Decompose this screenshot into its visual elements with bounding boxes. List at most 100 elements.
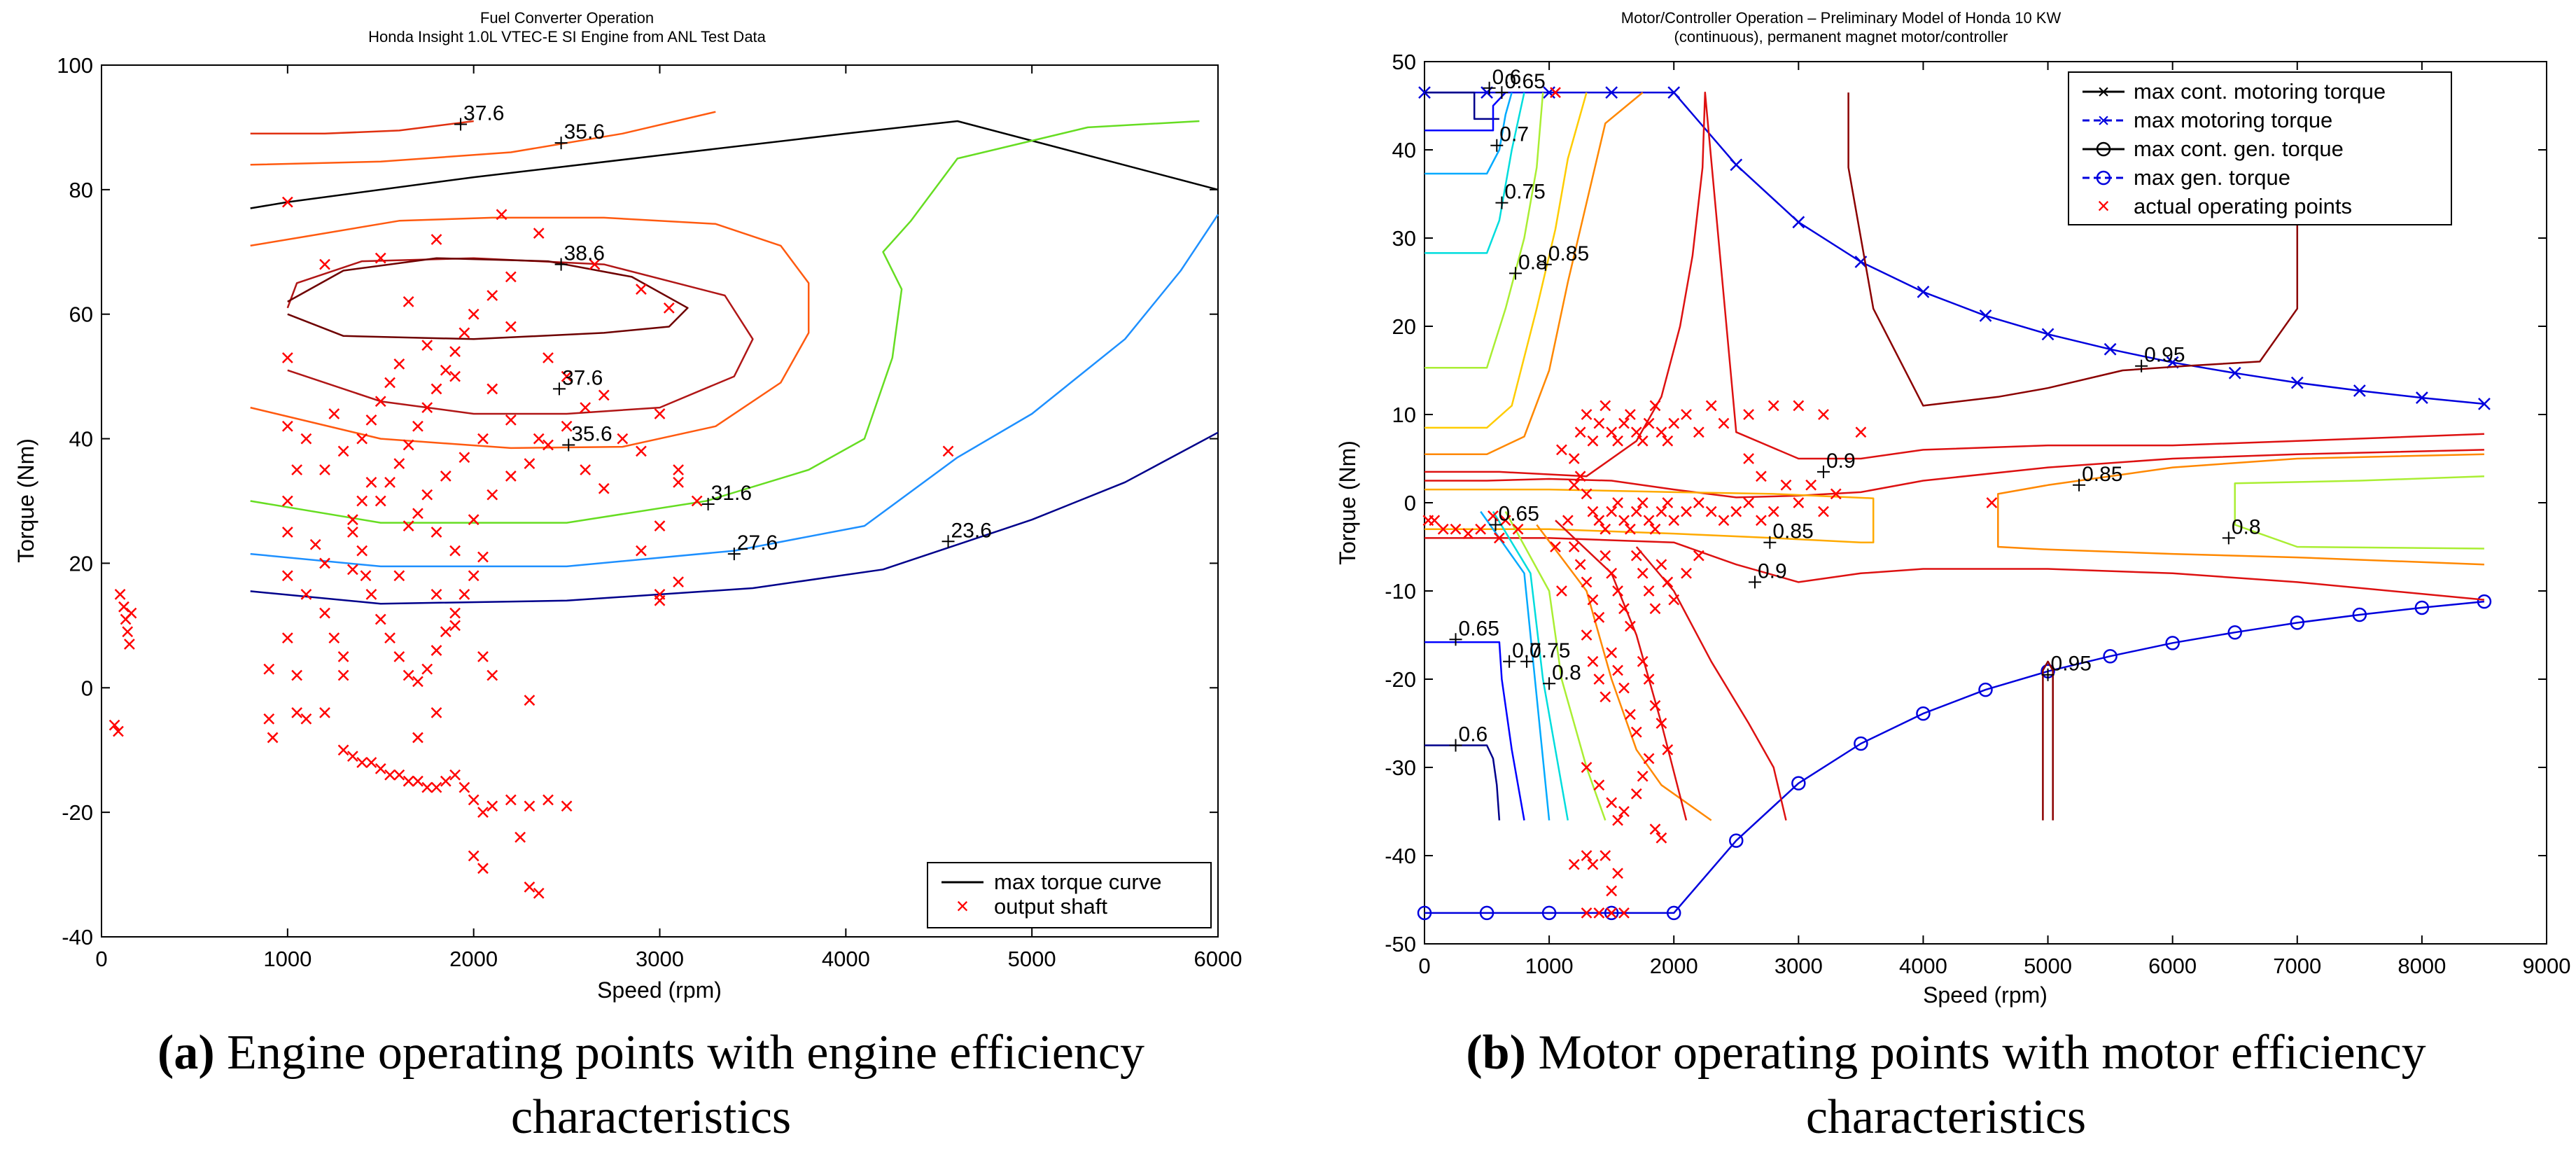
chartB-xtick-label: 7000: [2273, 954, 2321, 978]
chartA-scatter-point: [263, 663, 275, 675]
chartB-ytick-label: -40: [1385, 844, 1416, 868]
chartB-scatter-point: [1643, 417, 1655, 429]
chartA-scatter-point: [281, 420, 293, 432]
chartB-contour-label-mark: [2073, 478, 2086, 492]
chartB-series-line: [1504, 510, 1606, 821]
chartB-series-line: [1424, 91, 1499, 120]
chartA-contour-label: 38.6: [564, 242, 605, 265]
chartA-scatter-point: [486, 489, 498, 501]
chartB-scatter-point: [1693, 426, 1704, 438]
chartB-scatter-point: [1630, 726, 1642, 738]
chartB-series-marker: [2352, 607, 2367, 622]
chartA-contour-label-mark: [941, 535, 955, 548]
chartA-scatter-point: [125, 607, 137, 619]
chartA-scatter-point: [430, 383, 442, 395]
chartA-scatter-point: [542, 794, 554, 806]
chartA-contour-label-mark: [727, 548, 741, 561]
chartB-scatter-point: [1606, 885, 1618, 897]
chartB-scatter-point: [1568, 541, 1580, 552]
chartB-series-marker: [1730, 158, 1743, 172]
chartB-series-marker: [2290, 376, 2304, 389]
chartA-contour-label-mark: [701, 497, 715, 510]
chartB-series-marker: [2104, 342, 2117, 356]
chart-b-legend: × max cont. motoring torque × max motori…: [2068, 71, 2452, 225]
chartA-scatter-point: [673, 576, 684, 587]
chartA-scatter-point: [542, 439, 554, 451]
chartA-scatter-point: [468, 308, 479, 320]
chartA-ytick-label: 80: [69, 178, 93, 202]
chartA-scatter-point: [319, 607, 330, 619]
chartA-scatter-point: [346, 751, 358, 762]
chartB-series-marker: [2478, 397, 2491, 410]
chartB-scatter-point: [1600, 550, 1611, 562]
chartB-series-marker: [1604, 905, 1619, 921]
chartA-scatter-point: [458, 589, 470, 600]
chartA-scatter-point: [319, 557, 330, 569]
chartA-scatter-point: [486, 800, 498, 812]
chartB-scatter-point: [1581, 409, 1592, 420]
chartB-contour-label-mark: [1449, 739, 1462, 752]
chartA-scatter-point: [505, 271, 517, 283]
chartA-scatter-point: [654, 520, 666, 531]
chartB-scatter-point: [1606, 907, 1618, 919]
chartA-series-line: [250, 120, 1200, 524]
chartA-scatter-point: [402, 296, 414, 307]
chartB-series-marker: [2416, 391, 2428, 404]
chartA-scatter-point: [309, 538, 321, 550]
chartB-scatter-point: [1624, 409, 1636, 420]
chartA-scatter-point: [291, 706, 303, 718]
chartA-scatter-point: [505, 471, 517, 482]
chartB-ytick-label: 10: [1392, 403, 1416, 427]
chartB-ytick-label: -50: [1385, 932, 1416, 956]
chartB-scatter-point: [1693, 497, 1704, 508]
chartB-contour-label: 0.9: [1758, 559, 1787, 583]
chartB-contour-label-mark: [2135, 359, 2148, 372]
chartA-scatter-point: [291, 669, 303, 681]
chartA-scatter-point: [430, 527, 442, 538]
chartB-scatter-point: [1630, 426, 1642, 438]
chartA-scatter-point: [477, 433, 489, 445]
chartA-scatter-point: [505, 794, 517, 806]
chartB-scatter-point: [1606, 647, 1618, 659]
chartB-scatter-point: [1637, 435, 1648, 447]
chartA-scatter-point: [337, 744, 349, 756]
chartB-scatter-point: [1705, 400, 1717, 412]
chartA-scatter-point: [108, 719, 120, 731]
chartB-series-line: [1424, 91, 2484, 478]
chartB-scatter-point: [1606, 506, 1618, 517]
chart-a-legend-item-max-torque: max torque curve: [994, 870, 1162, 894]
chartB-series-marker: [1916, 706, 1931, 721]
chartB-scatter-point: [1681, 567, 1692, 579]
chartB-scatter-point: [1568, 453, 1580, 464]
chartA-xtick-label: 0: [95, 947, 107, 971]
chartA-scatter-point: [365, 415, 377, 426]
chartA-scatter-point: [477, 863, 489, 875]
chartA-scatter-point: [356, 757, 368, 768]
chartA-scatter-point: [114, 589, 126, 600]
chart-a-subtitle: Honda Insight 1.0L VTEC-E SI Engine from…: [368, 28, 766, 46]
chartA-scatter-point: [440, 626, 451, 638]
chartA-series-line: [286, 257, 754, 415]
chartB-series-line: [2042, 660, 2054, 821]
chart-a-ylabel: Torque (Nm): [13, 438, 38, 563]
chartA-scatter-point: [636, 284, 647, 295]
chartB-scatter-point: [1768, 506, 1779, 517]
chartA-scatter-point: [300, 589, 312, 600]
chartB-scatter-point: [1612, 814, 1623, 826]
chartA-scatter-point: [393, 570, 405, 582]
chartA-scatter-point: [393, 769, 405, 781]
chartA-scatter-point: [440, 471, 451, 482]
chartB-scatter-point: [1855, 426, 1867, 438]
chartA-scatter-point: [505, 415, 517, 426]
chartA-scatter-point: [319, 258, 330, 270]
chartB-contour-label: 0.8: [2232, 515, 2261, 538]
chartB-scatter-point: [1637, 770, 1648, 782]
chart-a-xlabel: Speed (rpm): [597, 977, 722, 1003]
chart-b-ylabel: Torque (Nm): [1335, 440, 1360, 565]
chartA-scatter-point: [477, 650, 489, 662]
chartB-scatter-point: [1662, 744, 1674, 755]
chartA-scatter-point: [122, 626, 134, 638]
chartB-scatter-point: [1656, 506, 1667, 517]
chartB-series-line: [1480, 510, 1550, 821]
